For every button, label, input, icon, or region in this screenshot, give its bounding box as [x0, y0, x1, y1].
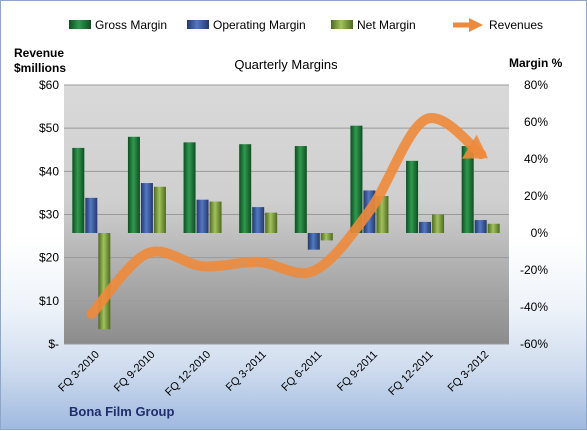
legend: Gross Margin Operating Margin Net Margin… — [69, 18, 543, 32]
bar-gross-margin — [183, 142, 196, 233]
left-axis-label-line2: $millions — [14, 61, 66, 75]
legend-label-gross-margin: Gross Margin — [95, 18, 167, 32]
bar-gross-margin — [350, 125, 363, 233]
bar-gross-margin — [406, 160, 419, 233]
bar-gross-margin — [127, 136, 140, 233]
bar-net-margin — [376, 196, 389, 233]
legend-arrow-icon — [469, 18, 483, 32]
right-axis-ticks: -60% -40% -20% 0% 20% 40% 60% 80% — [520, 78, 548, 351]
left-tick-label: $10 — [39, 294, 59, 308]
footer-company: Bona Film Group — [69, 404, 175, 419]
bar-gross-margin — [239, 144, 252, 233]
bar-net-margin — [153, 186, 166, 233]
right-tick-label: 60% — [524, 115, 548, 129]
bar-gross-margin — [72, 147, 85, 233]
bar-operating-margin — [307, 233, 320, 250]
bar-net-margin — [98, 233, 111, 330]
bar-operating-margin — [252, 207, 265, 233]
right-tick-label: 80% — [524, 78, 548, 92]
bar-operating-margin — [419, 221, 432, 233]
legend-label-operating-margin: Operating Margin — [213, 18, 306, 32]
bar-operating-margin — [196, 199, 209, 233]
bar-net-margin — [209, 201, 222, 233]
category-label: FQ 12-2011 — [386, 349, 435, 398]
legend-label-revenues: Revenues — [489, 18, 543, 32]
revenue-line-path — [86, 113, 487, 319]
bar-operating-margin — [140, 183, 153, 233]
right-tick-label: -60% — [520, 337, 548, 351]
bar-net-margin — [265, 212, 278, 233]
right-tick-label: -40% — [520, 300, 548, 314]
category-labels: FQ 3-2010 FQ 9-2010 FQ 12-2010 FQ 3-2011 FQ … — [56, 349, 491, 399]
bar-operating-margin — [474, 220, 487, 233]
category-label: FQ 3-2011 — [224, 349, 269, 394]
left-tick-label: $- — [48, 337, 59, 351]
revenue-line — [86, 113, 488, 319]
legend-swatch-operating-margin — [187, 20, 209, 29]
category-label: FQ 3-2010 — [56, 349, 102, 395]
bar-gross-margin — [461, 146, 474, 233]
category-label: FQ 6-2011 — [279, 349, 324, 394]
category-label: FQ 3-2012 — [446, 349, 492, 395]
chart-title: Quarterly Margins — [234, 57, 338, 72]
category-label: FQ 9-2010 — [112, 349, 158, 395]
right-tick-label: 0% — [531, 226, 549, 240]
bar-net-margin — [487, 223, 500, 233]
legend-swatch-gross-margin — [69, 20, 91, 29]
category-label: FQ 9-2011 — [335, 349, 380, 394]
left-tick-label: $20 — [39, 251, 59, 265]
left-axis-ticks: $- $10 $20 $30 $40 $50 $60 — [39, 78, 59, 351]
legend-label-net-margin: Net Margin — [357, 18, 416, 32]
category-label: FQ 12-2010 — [163, 349, 213, 399]
right-tick-label: 40% — [524, 152, 548, 166]
bar-gross-margin — [294, 146, 307, 233]
bar-net-margin — [432, 214, 445, 233]
bar-operating-margin — [85, 197, 98, 233]
left-tick-label: $30 — [39, 208, 59, 222]
bar-net-margin — [320, 233, 333, 241]
right-tick-label: -20% — [520, 263, 548, 277]
right-axis-label: Margin % — [509, 56, 563, 70]
right-tick-label: 20% — [524, 189, 548, 203]
bar-series — [72, 125, 500, 330]
left-tick-label: $50 — [39, 121, 59, 135]
left-axis-label-line1: Revenue — [14, 46, 64, 60]
left-tick-label: $40 — [39, 164, 59, 178]
legend-swatch-net-margin — [331, 20, 353, 29]
revenue-arrowhead — [461, 134, 488, 159]
left-tick-label: $60 — [39, 78, 59, 92]
